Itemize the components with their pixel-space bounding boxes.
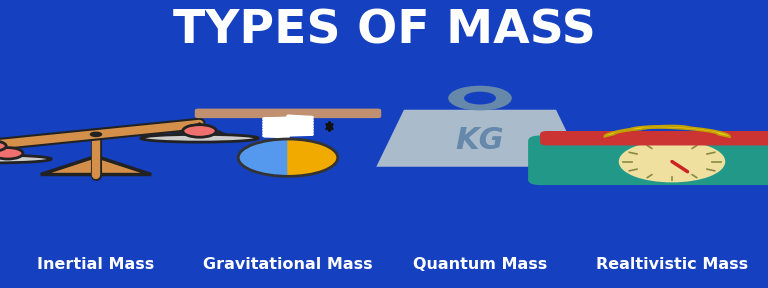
Circle shape <box>91 132 101 137</box>
Text: Gravitational Mass: Gravitational Mass <box>204 257 372 272</box>
Circle shape <box>0 141 6 151</box>
Text: TYPES OF MASS: TYPES OF MASS <box>173 9 595 54</box>
Ellipse shape <box>0 155 51 163</box>
FancyBboxPatch shape <box>529 137 768 184</box>
Ellipse shape <box>141 134 258 142</box>
Polygon shape <box>628 126 730 137</box>
FancyBboxPatch shape <box>541 132 768 145</box>
Circle shape <box>465 92 495 104</box>
Wedge shape <box>238 139 288 176</box>
Text: KG: KG <box>455 126 505 155</box>
Wedge shape <box>288 139 338 176</box>
FancyBboxPatch shape <box>196 110 380 117</box>
Circle shape <box>449 86 511 110</box>
Circle shape <box>183 125 217 137</box>
Polygon shape <box>41 156 151 175</box>
Text: Inertial Mass: Inertial Mass <box>38 257 154 272</box>
Text: Quantum Mass: Quantum Mass <box>413 257 547 272</box>
Circle shape <box>0 148 23 159</box>
Circle shape <box>620 142 723 181</box>
Text: Realtivistic Mass: Realtivistic Mass <box>596 257 748 272</box>
Polygon shape <box>604 126 691 137</box>
Polygon shape <box>376 110 584 167</box>
